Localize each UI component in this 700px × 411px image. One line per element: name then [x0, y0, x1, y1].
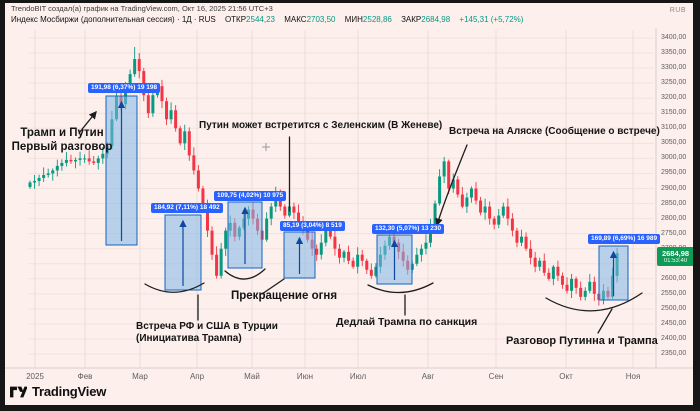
annotation-sanctions-deadline: Дедлай Трампа по санкция [336, 316, 478, 328]
bar-countdown: 01:53:40 [663, 258, 688, 264]
price-tick-label: 2850,00 [661, 199, 687, 207]
frame-edge-right [693, 0, 700, 411]
time-tick-label: Июн [296, 372, 314, 381]
range-measure-label[interactable]: 191,98 (6,37%) 19 198 [88, 83, 161, 93]
high-value: 2703,50 [306, 15, 336, 24]
tradingview-logo-text: TradingView [32, 384, 107, 399]
annotation-ceasefire: Прекращение огня [231, 290, 338, 302]
price-tick-label: 2600,00 [661, 274, 687, 282]
annotation-putin-trump-call: Разговор Путинна и Трампа [506, 335, 658, 347]
high-label: МАКС [284, 15, 307, 24]
price-tick-label: 3000,00 [661, 154, 687, 162]
time-tick-label: Сен [488, 372, 504, 381]
frame-edge-top [0, 0, 700, 3]
price-tick-label: 2350,00 [661, 350, 687, 358]
price-tick-label: 3350,00 [661, 49, 687, 57]
frame-edge-left [0, 0, 5, 411]
close-label: ЗАКР [401, 15, 422, 24]
chart-attribution: TrendoBIT создал(а) график на TradingVie… [11, 4, 273, 13]
time-tick-label: Авг [421, 372, 435, 381]
last-price-badge: 2684,98 01:53:40 [657, 247, 694, 266]
tradingview-logo[interactable]: TradingView [10, 384, 106, 399]
price-tick-label: 3150,00 [661, 109, 687, 117]
range-measure-label[interactable]: 184,92 (7,11%) 18 492 [151, 203, 223, 213]
symbol-title[interactable]: Индекс Мосбиржи (дополнительная сессия) … [11, 15, 216, 24]
symbol-ohlc-row: Индекс Мосбиржи (дополнительная сессия) … [11, 15, 523, 24]
range-measure-label[interactable]: 85,19 (3,04%) 8 519 [280, 221, 345, 231]
price-tick-label: 3050,00 [661, 139, 687, 147]
range-measure-label[interactable]: 169,89 (6,69%) 16 989 [588, 234, 661, 244]
price-tick-label: 3200,00 [661, 94, 687, 102]
last-price-value: 2684,98 [661, 248, 690, 258]
time-tick-label: Окт [559, 372, 573, 381]
price-tick-label: 2450,00 [661, 319, 687, 327]
change-value: +145,31 (+5,72%) [459, 15, 524, 24]
open-value: 2544,23 [246, 15, 275, 24]
annotation-first-call: Трамп и Путин Первый разговор [11, 127, 113, 153]
range-measure-label[interactable]: 132,30 (5,07%) 13 230 [372, 224, 445, 234]
annotation-zelensky-geneva: Путин может встретится с Зеленским (В Же… [199, 120, 443, 131]
time-tick-label: Мар [132, 372, 148, 381]
time-tick-label: Апр [189, 372, 205, 381]
low-value: 2528,86 [362, 15, 392, 24]
price-tick-label: 2400,00 [661, 335, 687, 342]
range-measure-label[interactable]: 109,75 (4,02%) 10 975 [214, 191, 287, 201]
currency-label: RUB [669, 7, 686, 14]
time-tick-label: Ноя [625, 372, 641, 381]
price-tick-label: 2800,00 [661, 214, 687, 222]
price-tick-label: 2500,00 [661, 304, 687, 312]
open-label: ОТКР [224, 15, 247, 24]
price-tick-label: 3100,00 [661, 124, 687, 132]
price-tick-label: 3400,00 [661, 34, 687, 41]
price-tick-label: 2950,00 [661, 169, 687, 177]
frame-edge-bottom [0, 405, 700, 411]
time-tick-label: Июл [349, 372, 367, 381]
annotation-alaska-meeting: Встреча на Аляске (Сообщение о встрече) [449, 126, 660, 137]
time-tick-label: 2025 [26, 372, 44, 381]
time-tick-label: Фев [77, 372, 93, 381]
time-tick-label: Май [244, 372, 260, 381]
close-value: 2684,98 [421, 15, 451, 24]
price-tick-label: 3300,00 [661, 64, 687, 72]
annotation-turkey-talks: Встреча РФ и США в Турции (Инициатива Тр… [136, 321, 278, 344]
low-label: МИН [344, 15, 363, 24]
price-tick-label: 2550,00 [661, 289, 687, 297]
tradingview-logo-icon [10, 386, 27, 397]
price-tick-label: 2900,00 [661, 184, 687, 192]
price-tick-label: 3250,00 [661, 79, 687, 87]
price-tick-label: 2750,00 [661, 229, 687, 237]
